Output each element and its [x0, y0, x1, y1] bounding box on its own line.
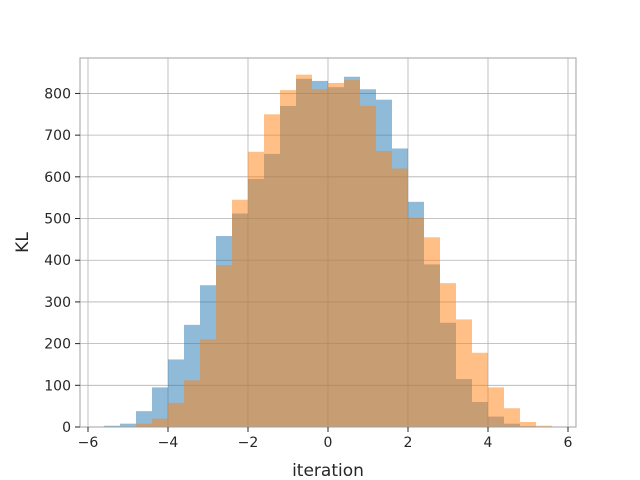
- y-tick-label: 600: [44, 170, 71, 186]
- y-tick-label: 200: [44, 337, 71, 353]
- x-tick-label: 4: [484, 435, 493, 451]
- histogram-bar: [392, 168, 408, 428]
- histogram-bar: [408, 217, 424, 427]
- histogram-bar: [136, 411, 152, 427]
- histogram-bars: [104, 74, 552, 428]
- y-tick-label: 400: [44, 253, 71, 269]
- histogram-bar: [360, 105, 376, 427]
- x-axis-label: iteration: [292, 461, 364, 480]
- histogram-bar: [488, 387, 504, 427]
- histogram-bar: [424, 237, 440, 427]
- histogram-bar: [216, 265, 232, 427]
- x-tick-label: −2: [238, 435, 259, 451]
- histogram-bar: [504, 408, 520, 427]
- histogram-bar: [152, 387, 168, 427]
- histogram-bar: [120, 423, 136, 427]
- histogram-series-2: [136, 74, 552, 428]
- histogram-bar: [376, 150, 392, 427]
- y-tick-label: 100: [44, 378, 71, 394]
- histogram-bar: [168, 402, 184, 427]
- histogram-bar: [536, 425, 552, 427]
- histogram-bar: [136, 423, 152, 427]
- y-axis-label: KL: [13, 232, 33, 253]
- x-tick-label: 2: [404, 435, 413, 451]
- histogram-bar: [152, 418, 168, 427]
- histogram-bar: [328, 83, 344, 427]
- histogram-bar: [232, 199, 248, 427]
- histogram-bar: [184, 380, 200, 427]
- histogram-bar: [296, 74, 312, 427]
- x-tick-label: −6: [78, 435, 99, 451]
- axis-ticks: −6 −4 −2 0 2 4 6 0 100 200 300 400 500 600 700 800: [44, 86, 572, 451]
- histogram-bar: [200, 339, 216, 427]
- x-tick-label: 0: [324, 435, 333, 451]
- histogram-bar: [344, 80, 360, 428]
- y-tick-label: 500: [44, 212, 71, 228]
- histogram-bar: [280, 90, 296, 427]
- histogram-bar: [520, 421, 536, 427]
- histogram-bar: [456, 319, 472, 427]
- histogram-bar: [104, 425, 120, 427]
- y-tick-label: 800: [44, 86, 71, 102]
- histogram-bar: [248, 151, 264, 428]
- x-tick-label: 6: [564, 435, 573, 451]
- y-tick-label: 700: [44, 128, 71, 144]
- histogram-bar: [472, 352, 488, 427]
- histogram-bar: [440, 283, 456, 427]
- y-tick-label: 300: [44, 295, 71, 311]
- histogram-bar: [312, 89, 328, 428]
- histogram-bar: [264, 114, 280, 427]
- x-tick-label: −4: [158, 435, 179, 451]
- y-tick-label: 0: [62, 420, 71, 436]
